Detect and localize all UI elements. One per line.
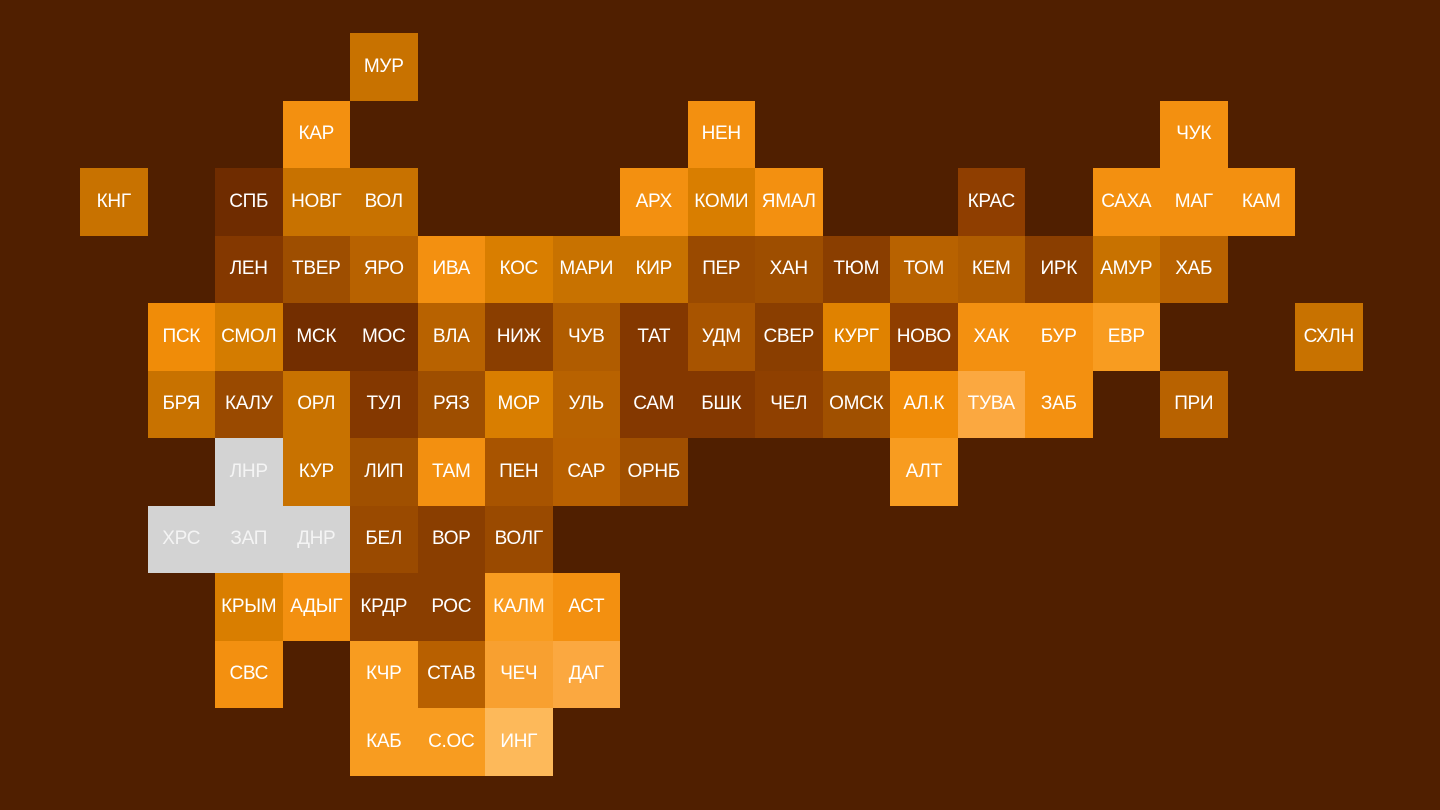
region-tile[interactable]: ВЛА	[417, 303, 485, 371]
region-tile[interactable]: БЕЛ	[350, 505, 418, 573]
region-tile[interactable]: ТАТ	[620, 303, 688, 371]
region-tile[interactable]: ХАБ	[1160, 235, 1228, 303]
region-tile[interactable]: РОС	[417, 573, 485, 641]
region-tile[interactable]: БШК	[687, 370, 755, 438]
region-tile[interactable]: НОВО	[890, 303, 958, 371]
region-tile[interactable]: МСК	[282, 303, 350, 371]
region-tile[interactable]: КАЛМ	[485, 573, 553, 641]
region-tile[interactable]: МОР	[485, 370, 553, 438]
region-tile[interactable]: САХА	[1092, 168, 1160, 236]
region-tile[interactable]: САР	[552, 438, 620, 506]
region-tile[interactable]: ПЕР	[687, 235, 755, 303]
region-tile[interactable]: КУРГ	[822, 303, 890, 371]
region-tile[interactable]: ЗАБ	[1025, 370, 1093, 438]
region-tile[interactable]: КАБ	[350, 708, 418, 776]
region-tile[interactable]: МАГ	[1160, 168, 1228, 236]
region-tile[interactable]: АДЫГ	[282, 573, 350, 641]
region-tile[interactable]: ХАН	[755, 235, 823, 303]
region-tile[interactable]: СХЛН	[1295, 303, 1363, 371]
region-tile[interactable]: ТУВА	[957, 370, 1025, 438]
region-tile[interactable]: САМ	[620, 370, 688, 438]
region-tile[interactable]: КРДР	[350, 573, 418, 641]
region-tile[interactable]: БРЯ	[147, 370, 215, 438]
region-tile[interactable]: КЧР	[350, 640, 418, 708]
region-tile[interactable]: АМУР	[1092, 235, 1160, 303]
region-tile[interactable]: КНГ	[80, 168, 148, 236]
region-tile[interactable]: АЛ.К	[890, 370, 958, 438]
region-tile[interactable]: ВОР	[417, 505, 485, 573]
region-tile[interactable]: ЧУВ	[552, 303, 620, 371]
region-tile[interactable]: ТЮМ	[822, 235, 890, 303]
region-tile[interactable]: ОМСК	[822, 370, 890, 438]
region-tile[interactable]: КОМИ	[687, 168, 755, 236]
region-tile[interactable]: ТВЕР	[282, 235, 350, 303]
region-tile[interactable]: СВС	[215, 640, 283, 708]
region-tile[interactable]: ТОМ	[890, 235, 958, 303]
region-tile[interactable]: СТАВ	[417, 640, 485, 708]
region-tile[interactable]: МОС	[350, 303, 418, 371]
region-tile[interactable]: ТУЛ	[350, 370, 418, 438]
region-tile[interactable]: ЧУК	[1160, 100, 1228, 168]
region-tile[interactable]: ОРЛ	[282, 370, 350, 438]
region-tile[interactable]: ЧЕЧ	[485, 640, 553, 708]
region-tile[interactable]: НЕН	[687, 100, 755, 168]
region-tile[interactable]: КРАС	[957, 168, 1025, 236]
region-tile[interactable]: ДНР	[282, 505, 350, 573]
region-tile[interactable]: ЛНР	[215, 438, 283, 506]
region-tile[interactable]: КАР	[282, 100, 350, 168]
region-tile[interactable]: ТАМ	[417, 438, 485, 506]
region-tile[interactable]: КИР	[620, 235, 688, 303]
region-tile[interactable]: С.ОС	[417, 708, 485, 776]
region-tile[interactable]: ПЕН	[485, 438, 553, 506]
region-tile[interactable]: ПРИ	[1160, 370, 1228, 438]
region-tile[interactable]: РЯЗ	[417, 370, 485, 438]
region-tile[interactable]: МАРИ	[552, 235, 620, 303]
region-tile[interactable]: УДМ	[687, 303, 755, 371]
region-tile[interactable]: ПСК	[147, 303, 215, 371]
region-tile[interactable]: ИНГ	[485, 708, 553, 776]
region-tile[interactable]: КАЛУ	[215, 370, 283, 438]
region-tile[interactable]: АЛТ	[890, 438, 958, 506]
region-tile[interactable]: ЧЕЛ	[755, 370, 823, 438]
region-tile[interactable]: АРХ	[620, 168, 688, 236]
region-tile[interactable]: ВОЛГ	[485, 505, 553, 573]
region-tile[interactable]: ДАГ	[552, 640, 620, 708]
region-tile[interactable]: ЗАП	[215, 505, 283, 573]
region-tile[interactable]: НОВГ	[282, 168, 350, 236]
region-tile[interactable]: ХАК	[957, 303, 1025, 371]
region-tile[interactable]: ЛЕН	[215, 235, 283, 303]
region-tile[interactable]: ХРС	[147, 505, 215, 573]
region-tile[interactable]: СПБ	[215, 168, 283, 236]
region-tile[interactable]: ЯМАЛ	[755, 168, 823, 236]
region-tile[interactable]: ИВА	[417, 235, 485, 303]
region-tile[interactable]: АСТ	[552, 573, 620, 641]
region-tile[interactable]: СМОЛ	[215, 303, 283, 371]
region-tile[interactable]: ВОЛ	[350, 168, 418, 236]
region-tile[interactable]: КОС	[485, 235, 553, 303]
region-tile[interactable]: МУР	[350, 33, 418, 101]
region-tile[interactable]: ИРК	[1025, 235, 1093, 303]
region-tile[interactable]: ЕВР	[1092, 303, 1160, 371]
region-tile[interactable]: КЕМ	[957, 235, 1025, 303]
region-tile[interactable]: НИЖ	[485, 303, 553, 371]
region-tile[interactable]: КУР	[282, 438, 350, 506]
region-tile[interactable]: СВЕР	[755, 303, 823, 371]
region-tile[interactable]: КРЫМ	[215, 573, 283, 641]
region-tile[interactable]: ОРНБ	[620, 438, 688, 506]
region-tile[interactable]: ЯРО	[350, 235, 418, 303]
region-tile[interactable]: БУР	[1025, 303, 1093, 371]
region-tile[interactable]: УЛЬ	[552, 370, 620, 438]
region-tile[interactable]: ЛИП	[350, 438, 418, 506]
region-tile[interactable]: КАМ	[1227, 168, 1295, 236]
